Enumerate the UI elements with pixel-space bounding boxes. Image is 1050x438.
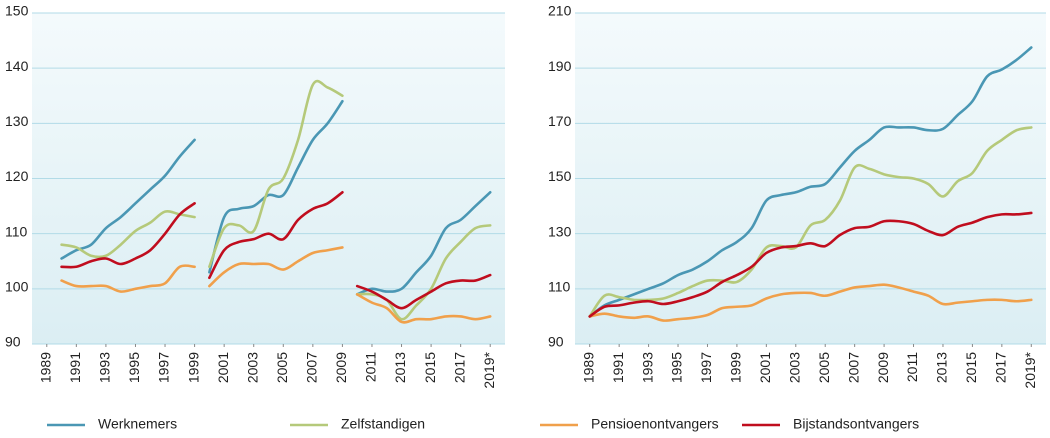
x-tick-label: 2007 [304,352,320,383]
y-tick-label: 90 [5,334,21,350]
x-tick-label: 1995 [126,352,142,383]
x-tick-label: 2009 [875,352,891,383]
legend-label: Zelfstandigen [341,416,425,432]
y-tick-label: 90 [548,334,564,350]
y-tick-label: 130 [5,113,29,129]
x-tick-label: 1999 [728,352,744,383]
x-tick-label: 2019* [1022,351,1038,388]
x-tick-label: 1997 [698,352,714,383]
x-tick-label: 2019* [481,351,497,388]
y-tick-label: 110 [548,279,571,295]
x-tick-label: 2017 [451,352,467,383]
y-tick-label: 130 [548,223,572,239]
x-tick-label: 1993 [639,352,655,383]
series-line [60,190,492,310]
x-tick-label: 2005 [274,352,290,383]
x-tick-label: 1997 [156,352,172,383]
x-tick-label: 2011 [904,352,920,382]
x-tick-label: 1989 [580,352,596,383]
x-tick-label: 2001 [215,352,231,383]
legend: Werknemers Zelfstandigen Pensioenontvanger… [47,416,919,432]
x-tick-label: 1993 [97,352,113,383]
series-line [588,46,1033,318]
series-line [60,246,492,324]
x-tick-label: 1995 [669,352,685,383]
y-tick-label: 190 [548,58,572,74]
legend-label: Bijstandsontvangers [793,416,919,432]
y-tick-label: 150 [548,168,572,184]
y-tick-label: 210 [548,3,572,19]
legend-label: Werknemers [98,416,177,432]
x-tick-label: 2007 [845,352,861,383]
x-tick-label: 2011 [363,352,379,382]
y-tick-label: 120 [5,168,29,184]
x-tick-label: 2013 [934,352,950,383]
x-tick-label: 1991 [67,352,83,383]
x-tick-label: 2003 [244,352,260,383]
x-tick-label: 2015 [422,352,438,383]
x-tick-label: 2009 [333,352,349,383]
x-tick-label: 1991 [610,352,626,383]
y-tick-label: 150 [5,3,29,19]
series-line [588,283,1033,322]
y-tick-label: 170 [548,113,572,129]
series-line [588,211,1033,318]
x-tick-label: 2003 [786,352,802,383]
x-tick-label: 2013 [392,352,408,383]
x-tick-label: 2005 [816,352,832,383]
legend-label: Pensioenontvangers [591,416,719,432]
x-tick-label: 2001 [757,352,773,383]
y-tick-label: 140 [5,58,29,74]
y-tick-label: 110 [5,223,28,239]
y-tick-label: 100 [5,279,29,295]
x-tick-label: 1989 [37,352,53,383]
series-line [60,99,492,296]
x-tick-label: 2017 [993,352,1009,383]
x-tick-label: 1999 [185,352,201,383]
series-line [588,126,1033,318]
x-tick-label: 2015 [963,352,979,383]
